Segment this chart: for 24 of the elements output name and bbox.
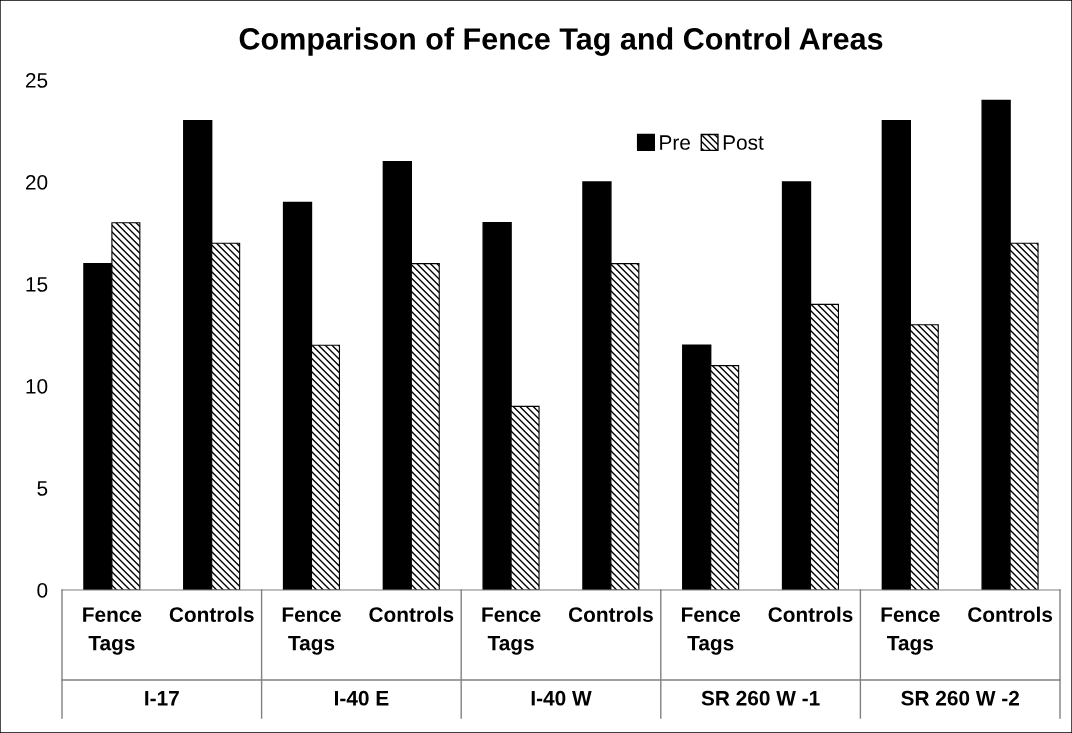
x-tick-label: Controls xyxy=(968,606,1053,622)
y-tick-label: 10 xyxy=(26,379,48,394)
text: SR 260 W -1 xyxy=(701,690,820,706)
y-tick-label: 15 xyxy=(26,277,48,292)
x-tick-label: Fence Tags xyxy=(83,607,142,655)
text: I-40 W xyxy=(531,690,592,706)
x-tick-label: Controls xyxy=(169,606,254,622)
legend-label: Post xyxy=(723,135,764,150)
y-tick-label: 20 xyxy=(25,175,48,190)
text: I-40 E xyxy=(335,690,389,706)
x-tick-label: Fence Tags xyxy=(681,607,741,655)
text: SR 260 W -2 xyxy=(901,690,1019,706)
x-tick-label: Fence Tags xyxy=(881,607,940,655)
y-tick-label: 0 xyxy=(37,583,48,598)
text: I-17 xyxy=(145,691,179,706)
x-tick-label: Controls xyxy=(568,606,653,622)
y-tick-label: 5 xyxy=(37,481,48,496)
y-tick-label: 25 xyxy=(25,73,48,88)
chart-title: Comparison of Fence Tag and Control Areas xyxy=(239,27,883,56)
x-tick-label: Controls xyxy=(768,606,853,622)
x-tick-label: Fence Tags xyxy=(482,607,541,655)
legend-label: Pre xyxy=(660,135,690,150)
x-tick-label: Fence Tags xyxy=(282,607,341,655)
x-tick-label: Controls xyxy=(369,606,454,622)
